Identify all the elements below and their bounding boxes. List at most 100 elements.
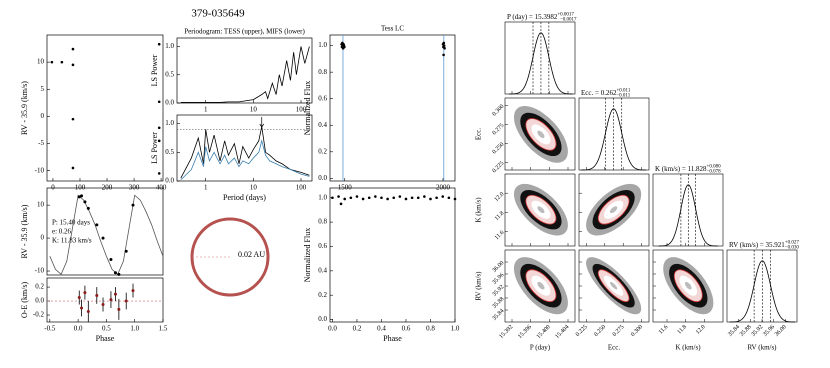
data-point: [337, 195, 340, 198]
figure-title: 379-035649: [191, 8, 245, 20]
plot-frame: [46, 277, 164, 323]
y-tick-label: 0.6: [318, 242, 327, 250]
periodogram-line: [180, 139, 310, 181]
x-tick-label: 0.250: [593, 324, 607, 338]
data-point: [355, 195, 359, 198]
y-tick-label: 12.0: [494, 191, 506, 203]
posterior-title-main: P (day) = 15.3982: [507, 13, 558, 21]
y-tick-label: 0: [41, 112, 45, 120]
x-tick-label: 100: [296, 106, 307, 114]
x-tick-label: 11.8: [677, 324, 689, 336]
y-tick-label: 0.0: [35, 297, 44, 305]
y-tick-label: 0.0: [318, 315, 327, 323]
data-point: [71, 47, 75, 51]
posterior-title: K (km/s) = 11.828+0.080 −0.078: [655, 165, 721, 175]
corner-frame: [504, 21, 576, 95]
corner-frame: [504, 97, 576, 171]
data-point: [423, 195, 426, 198]
x-tick-label: 300: [129, 184, 140, 192]
data-point: [86, 206, 90, 210]
y-tick-label: -0.2: [33, 311, 45, 319]
fit-annotation: e: 0.26: [52, 228, 72, 236]
data-point: [435, 196, 438, 200]
data-point: [404, 197, 408, 201]
data-point: [157, 100, 161, 104]
panel-title: Periodogram: TESS (upper), MIFS (lower): [184, 28, 305, 36]
data-point: [50, 60, 54, 64]
y-tick-label: 0.300: [492, 104, 506, 118]
posterior-contour: [537, 281, 545, 290]
data-point: [361, 197, 365, 201]
plot-frame: [176, 37, 313, 104]
posterior-upper-error: +0.011: [616, 89, 630, 94]
y-tick-label: 0: [41, 234, 45, 242]
x-tick-label: 200: [102, 184, 113, 192]
data-point: [101, 236, 105, 240]
posterior-title: Ecc. = 0.262+0.011 −0.011: [581, 89, 631, 99]
data-point: [157, 139, 161, 143]
x-tick-label: 0.300: [630, 324, 644, 338]
x-tick-label: 100: [296, 184, 307, 192]
posterior-title: RV (km/s) = 35.921+0.027 −0.030: [729, 241, 799, 251]
x-tick-label: 0.4: [377, 325, 386, 333]
residual-point: [80, 306, 84, 310]
y-tick-label: 0.6: [318, 94, 327, 102]
x-axis-label: RV (km/s): [747, 344, 777, 352]
posterior-upper-error: +0.027: [785, 241, 800, 246]
data-point: [442, 41, 446, 45]
x-tick-label: 15.396: [517, 324, 533, 340]
posterior-title: P (day) = 15.3982+0.0017 −0.0017: [507, 13, 577, 23]
x-tick-label: 1500: [338, 184, 353, 192]
x-tick-label: 0.5: [102, 325, 111, 333]
x-tick-label: 36.00: [774, 324, 788, 338]
data-point: [157, 172, 161, 175]
data-point: [95, 223, 99, 227]
y-tick-label: 1.0: [318, 193, 327, 201]
x-tick-label: 35.92: [751, 324, 765, 338]
residual-point: [109, 298, 113, 302]
y-tick-label: 1.0: [318, 41, 327, 49]
data-point: [386, 197, 389, 201]
x-axis-label: Phase: [383, 334, 402, 343]
x-tick-label: 35.96: [762, 324, 776, 338]
y-tick-label: 11.8: [494, 211, 506, 223]
data-point: [398, 195, 402, 198]
data-point: [80, 194, 84, 198]
x-tick-label: -0.5: [44, 325, 56, 333]
plot-frame: [329, 187, 456, 323]
peak-arrow: [259, 117, 265, 128]
y-tick-label: 0.8: [318, 218, 327, 226]
residual-point: [95, 293, 99, 297]
y-tick-label: 0.2: [35, 283, 44, 291]
y-tick-label: 0.2: [318, 291, 327, 299]
x-tick-label: 100: [75, 184, 86, 192]
y-tick-label: -10: [35, 166, 45, 174]
y-axis-label: RV - 35.9 (km/s): [20, 81, 29, 135]
y-axis-label: RV (km/s): [475, 271, 483, 301]
data-point: [331, 196, 334, 200]
periodogram-line: [180, 126, 310, 179]
y-tick-label: 0.275: [492, 123, 506, 137]
residual-point: [77, 296, 81, 300]
y-tick-label: 0.0: [165, 177, 174, 185]
fit-annotation: P: 15.40 days: [52, 219, 90, 227]
data-point: [441, 195, 445, 198]
data-point: [71, 63, 75, 67]
y-tick-label: 1.0: [165, 42, 174, 50]
x-tick-label: 1.0: [451, 325, 460, 333]
data-point: [117, 272, 121, 276]
residual-point: [83, 291, 87, 295]
x-tick-label: 15.400: [536, 324, 552, 340]
x-tick-label: 0.6: [402, 325, 411, 333]
posterior-lower-error: −0.0017: [560, 18, 577, 23]
posterior-histogram: [581, 108, 647, 171]
y-tick-label: 35.92: [492, 284, 506, 298]
data-point: [447, 196, 451, 200]
posterior-title-main: RV (km/s) = 35.921: [729, 241, 785, 249]
x-tick-label: 0.225: [575, 324, 589, 338]
y-axis-label: RV - 35.9 (km/s): [20, 204, 29, 258]
data-point: [392, 196, 396, 200]
posterior-contour: [537, 206, 545, 214]
posterior-lower-error: −0.078: [707, 170, 722, 175]
